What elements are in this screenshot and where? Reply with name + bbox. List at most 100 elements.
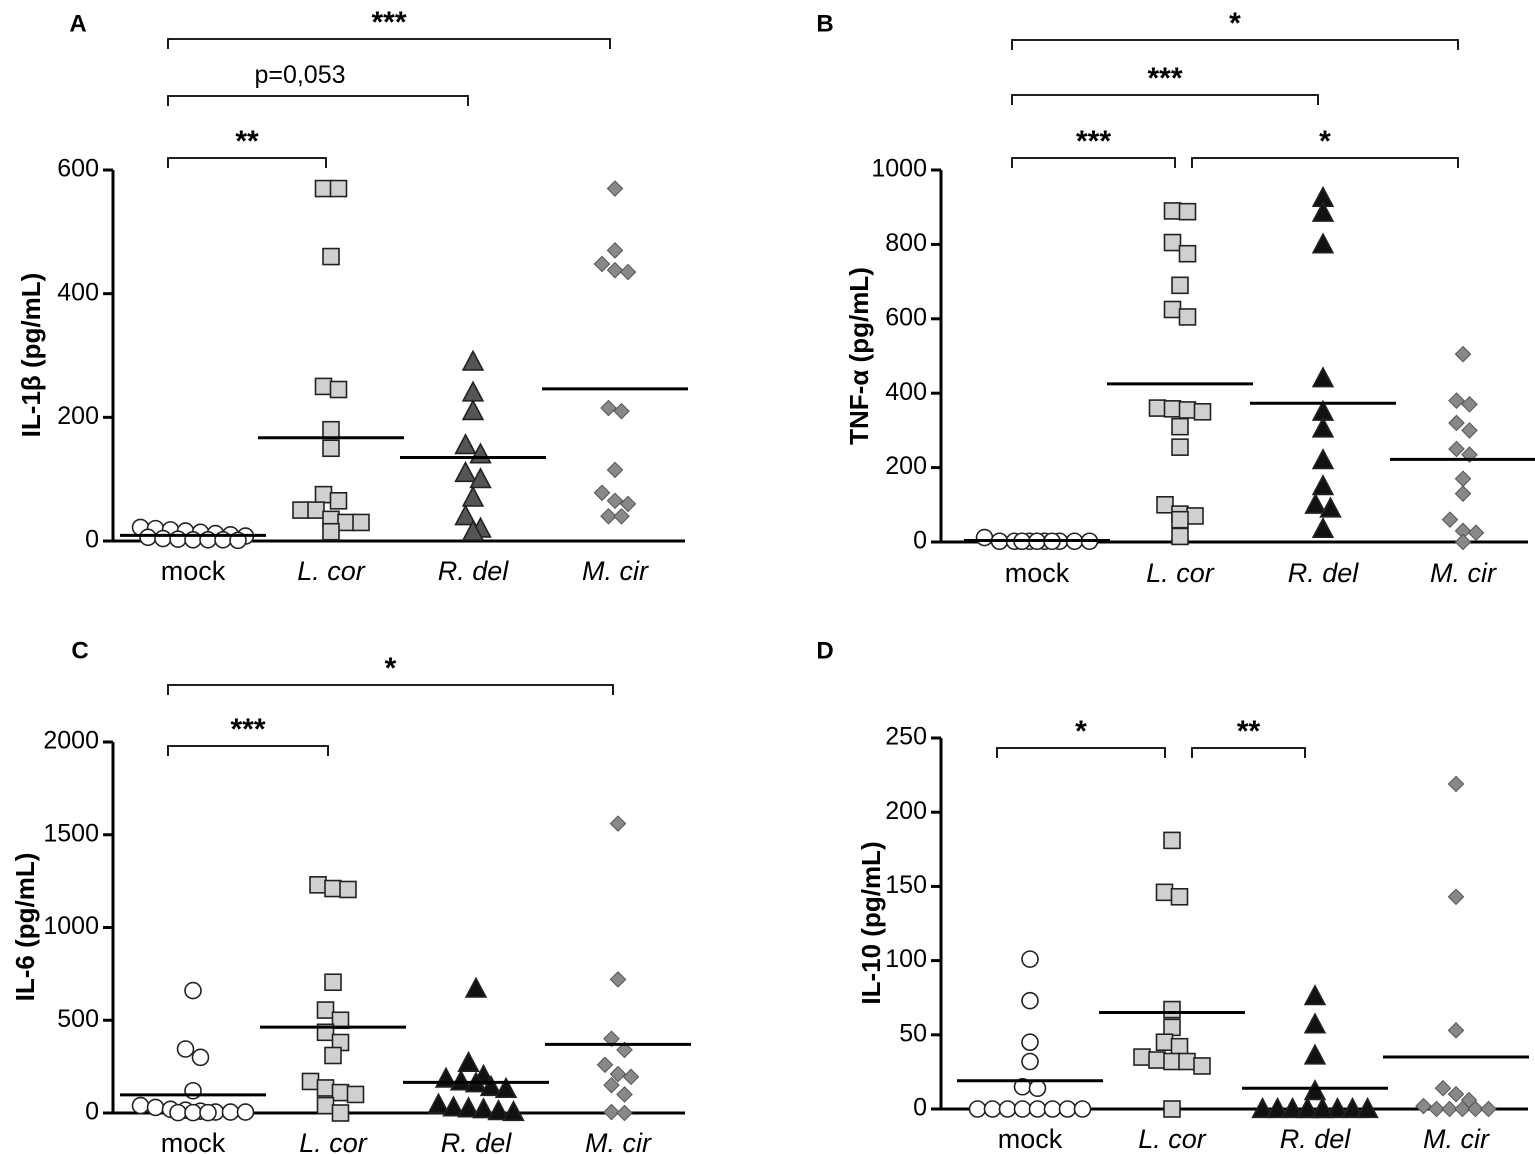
panel-letter: B [816,10,833,37]
data-point-square [1163,233,1182,252]
significance-bracket [1011,39,1459,50]
data-point-square [316,1001,335,1019]
data-point-diamond [1448,440,1465,458]
y-tick-label: 2000 [43,727,99,755]
data-point-diamond [1447,1085,1465,1103]
data-point-square [329,179,348,198]
panel-d: D IL-10 (pg/mL) 0 50 100 150 200 250 mock L. cor R… [816,637,1529,1154]
data-point-square [1133,1048,1151,1066]
data-point-square [1170,1037,1189,1056]
data-point-diamond [1447,1022,1465,1039]
data-point-diamond [1454,345,1472,363]
data-point-square [1148,1051,1166,1069]
x-category-label: M. cir [1430,558,1497,588]
data-point-square [1186,507,1204,525]
x-category-label: mock [161,1128,226,1154]
data-point-diamond [613,402,630,420]
data-point-diamond [622,1068,640,1086]
data-point-circle [1073,1100,1092,1118]
data-point-square [1171,510,1189,529]
panel-letter: C [71,637,88,664]
data-point-diamond [1447,775,1465,793]
y-tick-label: 400 [57,278,99,306]
data-point-circle [975,528,994,547]
data-point-diamond [1461,446,1478,463]
data-point-triangle [1326,1096,1349,1119]
panel-a: A IL-1β (pg/mL) 0 200 400 600 mock L. cor R. del… [16,6,688,586]
data-point-triangle [1303,1043,1327,1065]
data-point-triangle [1266,1096,1289,1119]
data-point-triangle [464,976,488,998]
significance-label: p=0,053 [254,61,345,89]
data-point-diamond [1454,1100,1471,1118]
data-point-circle [1021,950,1039,968]
data-point-diamond [606,461,624,479]
x-category-label: M. cir [585,1128,652,1154]
data-point-diamond [606,261,624,279]
y-tick-label: 0 [913,1094,927,1122]
data-point-square [316,1096,335,1115]
data-point-diamond [1441,511,1459,528]
data-point-square [1155,883,1174,902]
data-point-square [1163,1018,1181,1037]
data-point-circle [1028,1079,1047,1098]
data-point-square [1156,495,1174,514]
data-point-triangle [469,467,492,489]
significance-bracket [167,745,329,756]
data-point-square [292,501,310,519]
data-point-square [339,880,357,899]
data-point-triangle [487,1099,510,1121]
x-category-label: R. del [1280,1124,1352,1154]
y-tick-label: 600 [885,303,927,331]
y-axis-label: IL-10 (pg/mL) [856,841,886,1004]
data-point-square [314,377,333,396]
data-point-diamond [616,1041,633,1059]
data-point-triangle [1296,1096,1319,1119]
significance-bracket [167,684,614,695]
data-point-diamond [1441,1100,1458,1118]
data-point-diamond [609,1065,627,1083]
y-axis-label: IL-6 (pg/mL) [10,853,40,1002]
y-tick-label: 0 [85,526,99,554]
data-point-circle [176,1040,195,1058]
data-point-square [314,179,333,198]
data-point-triangle [461,349,485,371]
x-category-label: L. cor [299,1128,368,1154]
significance-label: *** [371,6,406,39]
data-point-square [329,492,348,510]
data-point-square [324,879,342,898]
data-point-circle [169,1103,187,1122]
data-point-diamond [1461,422,1478,439]
data-point-triangle [1281,1096,1304,1119]
y-tick-label: 200 [57,402,99,430]
data-point-square [1178,1052,1196,1071]
y-tick-label: 1000 [871,155,927,183]
data-point-square [1163,300,1182,319]
data-point-diamond [593,255,611,273]
data-point-square [1163,1100,1181,1118]
data-point-diamond [1454,470,1472,488]
data-point-triangle [1311,1096,1334,1119]
data-point-diamond [609,971,627,988]
data-point-square [322,420,340,439]
data-point-triangle [1303,1012,1327,1034]
data-point-diamond [1447,888,1465,906]
data-point-square [309,876,327,894]
data-point-square [307,501,325,519]
y-tick-label: 200 [885,452,927,480]
data-point-diamond [603,1103,620,1121]
data-point-triangle [442,1095,465,1117]
x-category-label: R. del [441,1128,513,1154]
data-point-triangle [1311,516,1335,539]
data-point-square [324,973,342,992]
significance-bracket [167,157,327,168]
data-point-triangle [494,1076,518,1098]
x-category-label: mock [998,1124,1063,1154]
data-point-diamond [606,492,624,510]
data-point-diamond [1467,1100,1484,1118]
significance-label: *** [230,713,265,746]
significance-bracket [996,747,1166,758]
data-point-triangle [1311,416,1335,438]
data-point-circle [169,530,187,548]
data-point-diamond [1448,414,1465,432]
